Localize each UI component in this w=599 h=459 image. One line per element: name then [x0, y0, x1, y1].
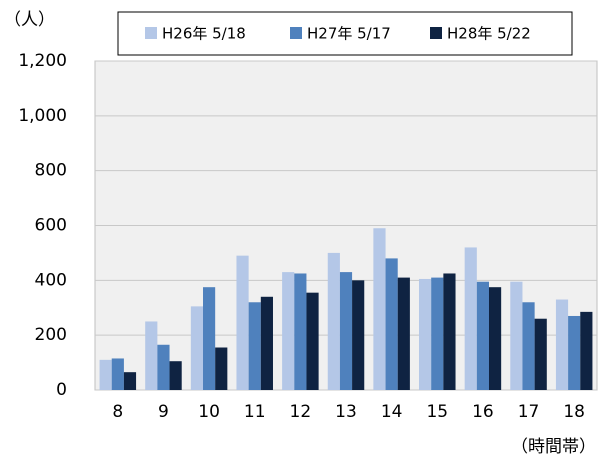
y-tick-label: 400: [35, 270, 67, 290]
x-tick-label: 17: [518, 402, 540, 422]
x-tick-label: 13: [335, 402, 357, 422]
bar: [534, 318, 547, 390]
y-tick-label: 1,000: [18, 106, 67, 126]
y-tick-label: 600: [35, 216, 67, 236]
y-tick-label: 800: [35, 161, 67, 181]
bar: [215, 347, 228, 390]
bar: [294, 273, 307, 390]
bar: [419, 278, 432, 390]
bar: [580, 311, 593, 390]
bar: [555, 299, 569, 390]
legend-label: H27年 5/17: [307, 25, 391, 43]
bar: [306, 292, 319, 390]
x-tick-label: 15: [426, 402, 448, 422]
bar: [510, 281, 523, 390]
bar: [373, 228, 386, 390]
x-tick-label: 16: [472, 402, 494, 422]
bar: [145, 321, 158, 390]
x-tick-label: 18: [563, 402, 585, 422]
legend-label: H28年 5/22: [447, 25, 531, 43]
bar: [169, 361, 182, 390]
y-tick-label: 200: [35, 325, 67, 345]
bar: [111, 358, 124, 390]
bar: [431, 277, 444, 390]
bar: [157, 344, 170, 390]
bar: [476, 281, 489, 390]
x-tick-label: 8: [112, 402, 123, 422]
x-tick-label: 11: [244, 402, 266, 422]
x-axis-label: （時間帯）: [511, 437, 596, 457]
legend-swatch: [145, 27, 157, 39]
x-tick-label: 9: [158, 402, 169, 422]
x-tick-label: 12: [290, 402, 312, 422]
bar: [203, 287, 216, 390]
bar: [190, 306, 204, 390]
bar: [248, 302, 261, 390]
y-tick-label: 1,200: [18, 51, 67, 71]
bar: [352, 280, 365, 390]
bar: [443, 273, 456, 390]
legend-swatch: [430, 27, 442, 39]
bar: [464, 247, 477, 390]
legend-label: H26年 5/18: [162, 25, 246, 43]
bar: [99, 359, 112, 390]
bar: [282, 272, 295, 390]
bar: [385, 258, 398, 390]
y-axis-label: （人）: [4, 10, 55, 30]
bar: [123, 372, 137, 390]
bar: [397, 277, 410, 390]
legend-swatch: [290, 27, 302, 39]
y-tick-label: 0: [56, 380, 67, 400]
x-tick-label: 14: [381, 402, 403, 422]
x-tick-label: 10: [198, 402, 220, 422]
bar: [327, 252, 340, 390]
legend: [117, 11, 573, 56]
bar: [488, 287, 502, 390]
bar: [522, 302, 535, 390]
bar: [339, 272, 353, 390]
bar: [568, 315, 581, 390]
bar: [260, 296, 273, 390]
bar: [236, 255, 249, 390]
